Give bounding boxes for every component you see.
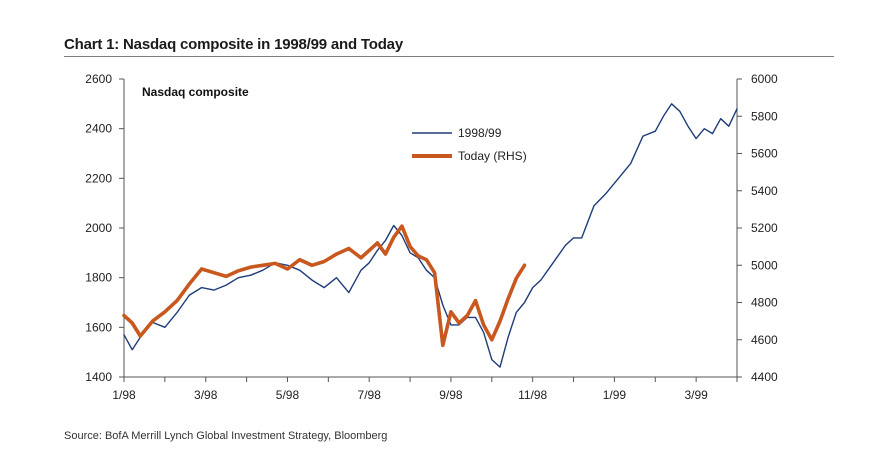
right-tick-label: 5400	[751, 184, 778, 198]
axes: 1400 1600 1800 2000 2200 2400 2600 4400 4600 4800…	[85, 72, 778, 402]
left-tick-label: 1400	[85, 370, 112, 384]
x-tick-label: 3/99	[684, 388, 708, 402]
right-tick-label: 5800	[751, 109, 778, 123]
left-tick-label: 2600	[85, 72, 112, 86]
x-tick-label: 3/98	[194, 388, 218, 402]
x-tick-label: 11/98	[518, 388, 547, 402]
left-tick-label: 2400	[85, 122, 112, 136]
title-rule	[64, 56, 834, 57]
x-tick-label: 9/98	[439, 388, 463, 402]
x-tick-label: 1/99	[603, 388, 627, 402]
right-tick-label: 4800	[751, 296, 778, 310]
left-tick-label: 1800	[85, 271, 112, 285]
right-tick-label: 4400	[751, 370, 778, 384]
x-tick-label: 5/98	[276, 388, 300, 402]
left-tick-label: 1600	[85, 320, 112, 334]
legend-label-today: Today (RHS)	[458, 149, 527, 163]
right-tick-label: 6000	[751, 72, 778, 86]
right-tick-label: 5200	[751, 221, 778, 235]
inner-chart-title: Nasdaq composite	[142, 85, 249, 99]
series-line-today	[122, 224, 527, 348]
left-tick-label: 2000	[85, 221, 112, 235]
right-tick-label: 5000	[751, 258, 778, 272]
series-line-1998-99	[123, 103, 738, 368]
x-tick-label: 7/98	[358, 388, 382, 402]
chart-source: Source: BofA Merrill Lynch Global Invest…	[64, 430, 388, 442]
right-tick-label: 4600	[751, 333, 778, 347]
right-tick-label: 5600	[751, 147, 778, 161]
chart-title: Chart 1: Nasdaq composite in 1998/99 and…	[64, 36, 403, 53]
legend-label-1998-99: 1998/99	[458, 126, 502, 140]
left-tick-label: 2200	[85, 171, 112, 185]
x-tick-label: 1/98	[112, 388, 136, 402]
series-layer	[122, 103, 738, 368]
legend: 1998/99 Today (RHS)	[412, 126, 527, 163]
